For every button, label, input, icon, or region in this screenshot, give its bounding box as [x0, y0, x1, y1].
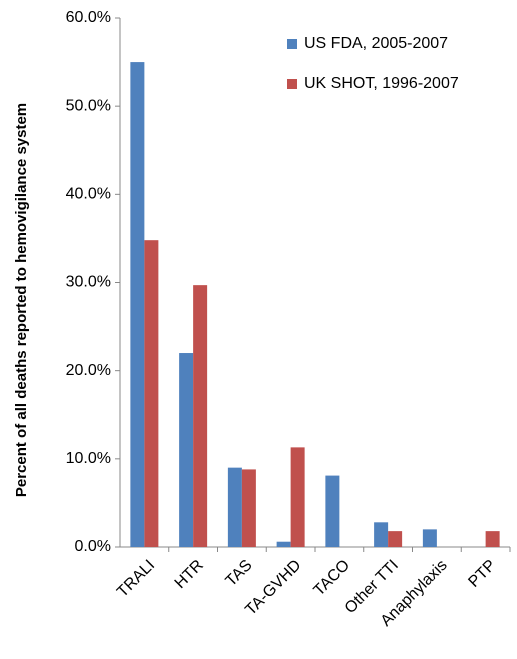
legend-label: UK SHOT, 1996-2007	[304, 75, 459, 92]
y-tick-label: 50.0%	[66, 97, 111, 114]
bar	[144, 240, 159, 547]
y-tick-label: 0.0%	[75, 538, 111, 555]
bar	[290, 447, 305, 547]
bar	[374, 522, 389, 547]
bar	[485, 531, 500, 547]
bar	[325, 475, 340, 547]
bar	[227, 467, 242, 547]
bar	[193, 285, 208, 547]
legend-swatch	[287, 79, 297, 89]
bar	[276, 541, 291, 547]
x-tick-label: HTR	[172, 557, 207, 592]
y-axis-label: Percent of all deaths reported to hemovi…	[13, 103, 30, 497]
bar	[241, 469, 256, 547]
bar	[130, 62, 145, 547]
legend-label: US FDA, 2005-2007	[304, 35, 448, 52]
y-tick-label: 60.0%	[66, 9, 111, 26]
y-tick-label: 40.0%	[66, 186, 111, 203]
x-tick-label: PTP	[465, 557, 499, 591]
y-tick-label: 10.0%	[66, 450, 111, 467]
y-tick-label: 20.0%	[66, 362, 111, 379]
y-tick-label: 30.0%	[66, 274, 111, 291]
bar	[179, 353, 194, 547]
x-tick-label: TACO	[311, 557, 354, 600]
bar	[388, 531, 403, 547]
bar	[422, 529, 437, 547]
x-tick-label: TRALI	[114, 557, 158, 601]
x-tick-label: TAS	[222, 557, 255, 590]
legend-swatch	[287, 39, 297, 49]
